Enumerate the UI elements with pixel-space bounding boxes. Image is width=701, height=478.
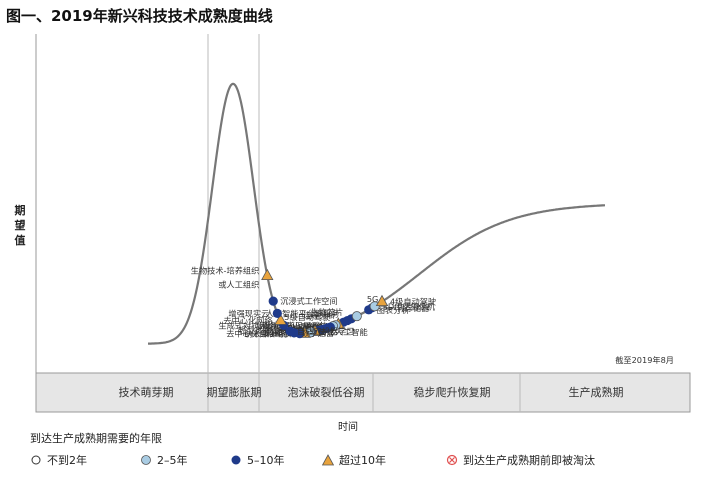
cross-circle-icon: [446, 454, 458, 466]
point-marker: [272, 308, 282, 318]
point-label: 3D传感摄像机: [383, 301, 436, 311]
phase-label-trigger: 技术萌芽期: [119, 385, 174, 399]
point-label: 增强型智能: [262, 327, 303, 337]
point-marker: [375, 294, 389, 307]
point-label: 或人工组织: [218, 280, 259, 290]
phase-label-trough: 泡沫破裂低谷期: [288, 385, 365, 399]
legend-label: 2–5年: [157, 454, 188, 467]
point-marker: [351, 311, 362, 322]
point-label: 人格化: [295, 323, 320, 333]
phase-band: [35, 372, 691, 413]
point-label: 5级自动驾驶: [284, 312, 330, 322]
point-label: 知识图谱: [285, 324, 318, 334]
point-label: 去中心化网络: [223, 315, 272, 325]
technology-points: 生物芯片人工智能平台即服务边缘分析5级自动驾驶近地轨道卫星系统边缘人工智能可解释…: [191, 266, 436, 339]
point-label: 沉浸式工作空间: [280, 296, 337, 306]
point-label: 纳米级3D打印: [244, 328, 296, 338]
point-label: 5G: [367, 294, 379, 304]
point-label: 4级自动驾驶: [390, 297, 436, 307]
point-label: 生物技术-培养组织: [191, 266, 259, 276]
legend-item-lt2: 不到2年: [30, 452, 87, 468]
legend-item-2to5: 2–5年: [140, 452, 188, 468]
legend-label: 到达生产成熟期前即被淘汰: [463, 454, 595, 467]
circle-dark-icon: [231, 455, 241, 465]
y-axis-label-3: 值: [15, 233, 26, 247]
point-label: 边缘分析: [303, 310, 336, 320]
phase-label-slope: 稳步爬升恢复期: [414, 385, 491, 399]
legend-item-5to10: 5–10年: [230, 452, 285, 468]
legend-title: 到达生产成熟期需要的年限: [30, 432, 162, 445]
legend-label: 5–10年: [247, 454, 285, 467]
circle-light-icon: [141, 455, 151, 465]
point-label: 边缘人工智能: [276, 321, 325, 331]
date-note: 截至2019年8月: [615, 355, 674, 365]
y-axis-label-2: 望: [15, 218, 26, 232]
point-label: 下一代存储器: [380, 303, 429, 313]
point-label: 情感人工智能: [319, 327, 368, 337]
page-title: 图一、2019年新兴科技技术成熟度曲线: [6, 7, 273, 25]
phase-label-plateau: 生产成熟期: [569, 385, 624, 399]
point-label: 轻型货物派送无人机: [238, 325, 313, 335]
point-label: 生成式对抗网络: [218, 320, 275, 330]
legend-label: 不到2年: [47, 454, 87, 467]
phase-label-peak: 期望膨胀期: [207, 385, 262, 399]
legend-label: 超过10年: [339, 454, 386, 467]
point-label: 数字运营: [301, 328, 334, 338]
point-label: 去中心化自治组织: [226, 329, 292, 339]
point-label: 自适应机器学习: [297, 326, 354, 336]
legend-item-obsolete: 到达生产成熟期前即被淘汰: [446, 452, 595, 468]
point-marker: [285, 326, 295, 336]
y-axis-label-1: 期: [15, 203, 26, 217]
circle-open-icon: [31, 455, 41, 465]
point-marker: [268, 296, 278, 306]
point-label: 生物芯片: [311, 307, 344, 317]
point-label: 近地轨道卫星系统: [262, 320, 328, 330]
point-marker: [261, 268, 274, 281]
legend-item-gt10: 超过10年: [322, 452, 386, 468]
point-label: 增强现实云: [228, 308, 269, 318]
point-label: 人工智能平台即服务: [266, 309, 340, 319]
x-axis-label: 时间: [338, 420, 358, 433]
triangle-icon: [322, 454, 334, 466]
point-label: 图表分析: [377, 305, 410, 315]
point-marker: [274, 313, 287, 325]
